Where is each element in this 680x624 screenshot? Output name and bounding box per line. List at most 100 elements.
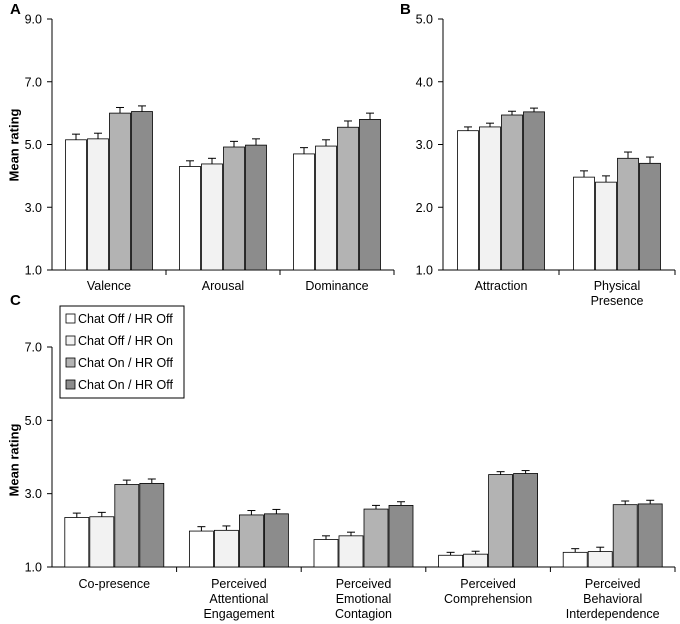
category-label: Valence bbox=[87, 279, 131, 293]
legend: Chat Off / HR Off Chat Off / HR On Chat On… bbox=[59, 305, 185, 399]
category-label-line: Attraction bbox=[475, 279, 528, 293]
category-label: Perceived Comprehension bbox=[444, 577, 532, 606]
bar bbox=[89, 516, 115, 568]
category-label-line: Interdependence bbox=[566, 607, 660, 621]
y-axis-label: Mean rating bbox=[7, 423, 22, 496]
y-tick-label: 9.0 bbox=[25, 13, 42, 27]
category-label-line: Perceived bbox=[211, 577, 267, 591]
bar bbox=[573, 176, 595, 271]
bar bbox=[201, 163, 223, 271]
bar bbox=[479, 126, 501, 271]
legend-label: Chat Off / HR Off bbox=[78, 312, 173, 326]
legend-label: Chat Off / HR On bbox=[78, 334, 173, 348]
category-label-line: Behavioral bbox=[583, 592, 642, 606]
category-label: Co-presence bbox=[79, 577, 151, 591]
bar bbox=[64, 517, 90, 568]
category-label-line: Valence bbox=[87, 279, 131, 293]
bar bbox=[109, 112, 131, 271]
category-label-line: Attentional bbox=[209, 592, 268, 606]
legend-swatch bbox=[65, 335, 76, 346]
bar bbox=[363, 508, 389, 568]
bar bbox=[223, 146, 245, 271]
bar bbox=[523, 111, 545, 271]
category-label: Perceived Attentional Engagement bbox=[203, 577, 274, 621]
legend-swatch bbox=[65, 379, 76, 390]
bar bbox=[337, 126, 359, 271]
y-tick-label: 5.0 bbox=[25, 414, 42, 428]
category-label-line: Co-presence bbox=[79, 577, 151, 591]
category-label-line: Arousal bbox=[202, 279, 244, 293]
y-tick-label: 3.0 bbox=[416, 138, 433, 152]
y-tick-label: 1.0 bbox=[25, 264, 42, 278]
y-tick-label: 3.0 bbox=[25, 487, 42, 501]
category-label-line: Comprehension bbox=[444, 592, 532, 606]
bar bbox=[131, 111, 153, 271]
category-label-line: Perceived bbox=[460, 577, 516, 591]
category-label-line: Contagion bbox=[335, 607, 392, 621]
legend-label: Chat On / HR Off bbox=[78, 356, 173, 370]
bar bbox=[617, 157, 639, 271]
y-tick-label: 3.0 bbox=[25, 201, 42, 215]
bar bbox=[359, 119, 381, 271]
legend-swatch bbox=[65, 357, 76, 368]
y-tick-label: 1.0 bbox=[416, 264, 433, 278]
category-label-line: Perceived bbox=[336, 577, 392, 591]
bar bbox=[87, 138, 109, 271]
bar bbox=[139, 482, 165, 568]
y-tick-label: 1.0 bbox=[25, 561, 42, 575]
bar bbox=[612, 504, 638, 568]
panel-letter: A bbox=[10, 1, 21, 18]
legend-swatch bbox=[65, 313, 76, 324]
bar bbox=[293, 153, 315, 271]
panel-letter: B bbox=[400, 1, 411, 18]
legend-label: Chat On / HR Off bbox=[78, 378, 173, 392]
category-label: Dominance bbox=[305, 279, 368, 293]
category-label-line: Dominance bbox=[305, 279, 368, 293]
category-label: Arousal bbox=[202, 279, 244, 293]
bar bbox=[114, 484, 140, 568]
y-axis-label: Mean rating bbox=[7, 108, 22, 181]
category-label-line: Engagement bbox=[203, 607, 274, 621]
category-label-line: Perceived bbox=[585, 577, 641, 591]
bar bbox=[179, 166, 201, 271]
bar bbox=[315, 145, 337, 271]
bar bbox=[65, 139, 87, 271]
bar bbox=[338, 535, 364, 568]
bar bbox=[388, 504, 414, 568]
bar bbox=[463, 553, 489, 568]
bar bbox=[313, 539, 339, 568]
category-label: Attraction bbox=[475, 279, 528, 293]
panel-letter: C bbox=[10, 292, 21, 309]
y-tick-label: 5.0 bbox=[25, 138, 42, 152]
panel-b: B 1.0 2.0 3.0 4.0 5.0 Attraction Physical Presen… bbox=[400, 1, 676, 308]
y-tick-label: 2.0 bbox=[416, 201, 433, 215]
category-label: Physical Presence bbox=[591, 279, 644, 308]
bar bbox=[639, 162, 661, 271]
bar bbox=[213, 529, 239, 568]
bar bbox=[488, 474, 514, 568]
bar bbox=[245, 144, 267, 271]
category-label-line: Emotional bbox=[336, 592, 392, 606]
panel-a: A Mean rating 1.0 3.0 5.0 7.0 9.0 Valence Arousa… bbox=[7, 1, 395, 293]
legend-box bbox=[59, 305, 185, 399]
category-label-line: Presence bbox=[591, 294, 644, 308]
bar bbox=[587, 551, 613, 568]
y-tick-label: 5.0 bbox=[416, 13, 433, 27]
y-tick-label: 7.0 bbox=[25, 75, 42, 89]
bar bbox=[637, 503, 663, 568]
bar bbox=[457, 130, 479, 271]
bar bbox=[263, 513, 289, 568]
category-label-line: Physical bbox=[594, 279, 641, 293]
bar bbox=[562, 551, 588, 568]
bar bbox=[501, 114, 523, 271]
bar bbox=[513, 473, 538, 568]
y-tick-label: 7.0 bbox=[25, 341, 42, 355]
category-label: Perceived Behavioral Interdependence bbox=[566, 577, 660, 621]
bar bbox=[595, 181, 617, 271]
y-tick-label: 4.0 bbox=[416, 75, 433, 89]
category-label: Perceived Emotional Contagion bbox=[335, 577, 392, 621]
panel-c: C Mean rating 1.0 3.0 5.0 7.0 Co-presence Perce… bbox=[7, 292, 676, 621]
bar bbox=[188, 530, 214, 568]
bar bbox=[238, 514, 264, 568]
